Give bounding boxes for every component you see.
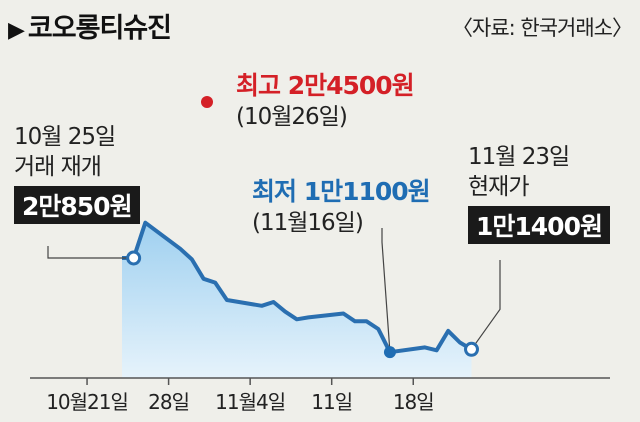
- current-annotation: 11월 23일 현재가 1만1400원: [468, 142, 610, 244]
- current-value-box: 1만1400원: [468, 206, 610, 244]
- high-point-marker: [201, 96, 213, 108]
- start-point-marker: [126, 250, 142, 266]
- low-annotation: 최저 1만1100원 (11월16일): [252, 172, 431, 238]
- current-point-marker: [464, 341, 479, 357]
- chart-title: ▶ 코오롱티슈진: [8, 6, 172, 45]
- high-date: (10월26일): [236, 104, 348, 130]
- current-note: 현재가: [468, 174, 529, 200]
- current-leader-line: [471, 260, 501, 350]
- x-tick-label: 28일: [148, 390, 190, 414]
- start-annotation: 10월 25일 거래 재개 2만850원: [14, 122, 140, 224]
- x-tick-label: 18일: [392, 390, 435, 414]
- low-date: (11월16일): [252, 210, 364, 236]
- x-tick-label: 11일: [311, 390, 353, 414]
- start-date: 10월 25일: [14, 124, 116, 150]
- start-value-box: 2만850원: [14, 186, 140, 224]
- high-annotation: 최고 2만4500원 (10월26일): [236, 66, 415, 132]
- price-line: [122, 220, 473, 355]
- x-tick-label: 11월4일: [215, 390, 286, 414]
- start-leader-line: [47, 246, 134, 259]
- x-tick-label: 10월21일: [46, 390, 129, 414]
- low-leader-line: [381, 228, 391, 353]
- low-point-marker: [383, 346, 396, 359]
- low-label: 최저 1만1100원: [252, 177, 431, 206]
- high-label: 최고 2만4500원: [236, 71, 415, 100]
- current-date: 11월 23일: [468, 144, 570, 170]
- start-note: 거래 재개: [14, 154, 102, 180]
- price-area-fill: [122, 222, 472, 378]
- source-label: 〈자료: 한국거래소〉: [452, 16, 633, 40]
- title-marker-icon: ▶: [8, 18, 25, 43]
- title-text: 코오롱티슈진: [27, 13, 172, 44]
